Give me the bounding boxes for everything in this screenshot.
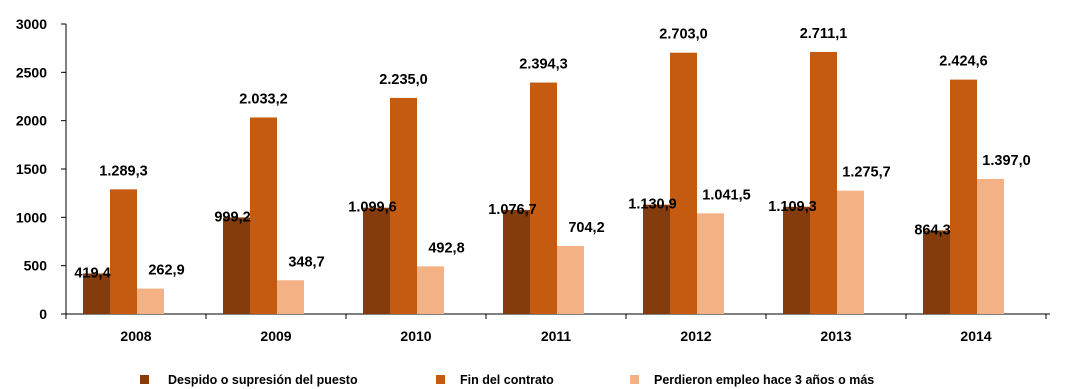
data-label: 492,8 xyxy=(428,240,464,256)
bar xyxy=(557,246,584,314)
bar xyxy=(250,117,277,314)
data-label: 1.397,0 xyxy=(982,153,1030,169)
data-label: 2.033,2 xyxy=(239,91,287,107)
x-tick-label: 2010 xyxy=(400,328,431,344)
bar xyxy=(363,208,390,314)
bar xyxy=(950,80,977,314)
bar xyxy=(503,210,530,314)
bar xyxy=(643,205,670,314)
bar xyxy=(223,217,250,314)
data-label: 999,2 xyxy=(214,209,250,225)
legend-swatch xyxy=(436,375,445,384)
legend: Despido o supresión del puesto Fin del co… xyxy=(140,373,874,387)
legend-label: Fin del contrato xyxy=(460,373,554,387)
data-label: 704,2 xyxy=(568,220,604,236)
x-axis: 2008 2009 2010 2011 2012 2013 2014 xyxy=(66,314,1050,344)
y-tick-label: 2500 xyxy=(16,64,47,80)
bar xyxy=(923,230,950,314)
legend-label: Perdieron empleo hace 3 años o más xyxy=(654,373,874,387)
data-label: 1.099,6 xyxy=(348,200,396,216)
bar xyxy=(530,83,557,314)
data-label: 1.041,5 xyxy=(702,187,750,203)
bar xyxy=(697,213,724,314)
data-label: 1.275,7 xyxy=(842,165,890,181)
x-tick-label: 2013 xyxy=(820,328,851,344)
y-tick-label: 1000 xyxy=(16,209,47,225)
x-tick-label: 2011 xyxy=(541,328,572,344)
bar xyxy=(277,280,304,314)
x-tick-label: 2008 xyxy=(120,328,151,344)
legend-swatch xyxy=(630,375,639,384)
legend-swatch xyxy=(140,375,149,384)
bar xyxy=(417,266,444,314)
bars xyxy=(83,52,1004,314)
x-tick-label: 2014 xyxy=(960,328,991,344)
x-tick-label: 2012 xyxy=(680,328,711,344)
legend-label: Despido o supresión del puesto xyxy=(168,373,358,387)
data-label: 2.394,3 xyxy=(519,57,567,73)
bar xyxy=(110,189,137,314)
data-label: 1.109,3 xyxy=(768,199,816,215)
y-tick-label: 3000 xyxy=(16,16,47,32)
data-label: 864,3 xyxy=(914,222,950,238)
bar xyxy=(783,207,810,314)
data-label: 419,4 xyxy=(74,265,110,281)
data-label: 1.076,7 xyxy=(488,202,536,218)
y-tick-label: 1500 xyxy=(16,161,47,177)
y-tick-label: 2000 xyxy=(16,113,47,129)
data-label: 2.703,0 xyxy=(659,27,707,43)
x-tick-label: 2009 xyxy=(260,328,291,344)
bar xyxy=(810,52,837,314)
data-label: 2.235,0 xyxy=(379,72,427,88)
data-label: 2.424,6 xyxy=(939,54,987,70)
y-tick-label: 500 xyxy=(24,258,48,274)
bar xyxy=(977,179,1004,314)
data-label: 1.289,3 xyxy=(99,163,147,179)
y-axis: 0 500 1000 1500 2000 2500 3000 xyxy=(16,16,66,322)
bar xyxy=(837,191,864,314)
data-label: 2.711,1 xyxy=(800,26,848,42)
data-label: 262,9 xyxy=(148,263,184,279)
y-tick-label: 0 xyxy=(39,306,47,322)
data-label: 1.130,9 xyxy=(628,197,676,213)
data-label: 348,7 xyxy=(288,254,324,270)
bar xyxy=(670,53,697,314)
bar xyxy=(137,289,164,314)
